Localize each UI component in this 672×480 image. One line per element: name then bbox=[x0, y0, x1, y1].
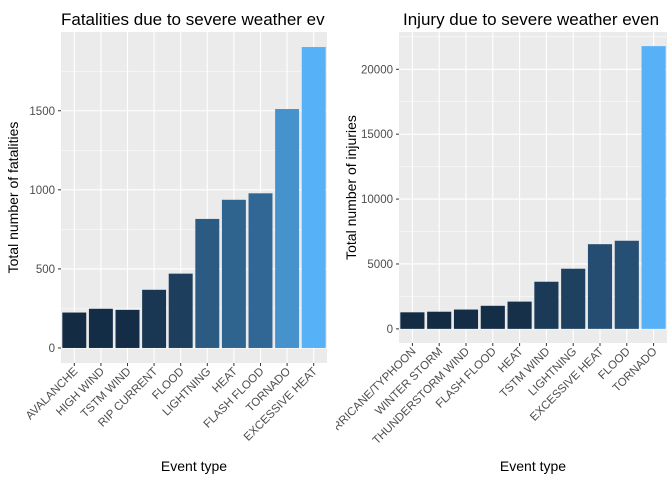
bar bbox=[427, 311, 452, 329]
bar bbox=[62, 312, 87, 348]
y-axis-title: Total number of injuries bbox=[343, 115, 359, 260]
bar bbox=[587, 244, 613, 329]
chart-title: Fatalities due to severe weather ev bbox=[61, 10, 325, 29]
y-axis-title: Total number of fatalities bbox=[5, 122, 21, 274]
injuries-chart: 05000100001500020000HURRICANE/TYPHOONWIN… bbox=[336, 10, 667, 474]
bar bbox=[400, 312, 425, 329]
y-tick-label: 0 bbox=[387, 324, 393, 336]
bar bbox=[534, 281, 559, 329]
bar bbox=[507, 301, 532, 329]
bar bbox=[614, 240, 639, 329]
chart-title: Injury due to severe weather even bbox=[403, 10, 659, 29]
x-axis-title: Event type bbox=[500, 458, 566, 474]
y-tick-label: 15000 bbox=[361, 129, 393, 141]
y-tick-label: 0 bbox=[49, 343, 55, 355]
y-tick-label: 5000 bbox=[367, 259, 393, 271]
bar bbox=[221, 199, 246, 348]
bar bbox=[641, 46, 666, 329]
bar bbox=[248, 193, 273, 348]
bar bbox=[142, 289, 167, 348]
bar bbox=[561, 268, 586, 329]
bar bbox=[88, 308, 113, 348]
y-tick-label: 20000 bbox=[361, 64, 393, 76]
bar bbox=[453, 309, 479, 329]
bar bbox=[301, 47, 326, 348]
bar bbox=[275, 109, 300, 348]
bar bbox=[115, 309, 140, 348]
bar bbox=[480, 305, 505, 329]
x-axis-title: Event type bbox=[161, 458, 227, 474]
y-tick-label: 500 bbox=[36, 264, 55, 276]
bar bbox=[195, 218, 220, 348]
y-tick-label: 10000 bbox=[361, 194, 393, 206]
y-tick-label: 1500 bbox=[29, 106, 55, 118]
y-tick-label: 1000 bbox=[29, 185, 55, 197]
bar bbox=[168, 273, 193, 348]
